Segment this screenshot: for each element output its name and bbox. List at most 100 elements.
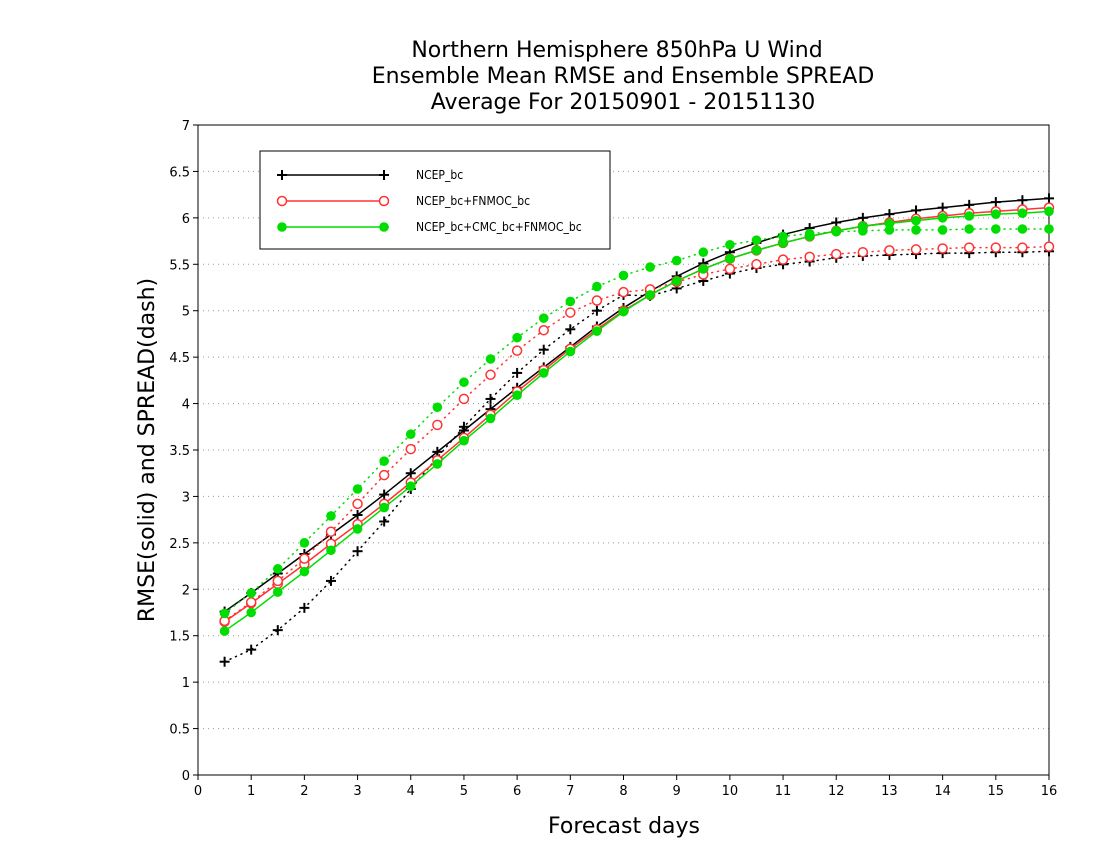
rmse-point <box>405 481 416 492</box>
spread-point <box>299 553 310 564</box>
spread-point <box>857 246 869 258</box>
spread-point <box>272 625 283 636</box>
rmse-point <box>379 502 389 513</box>
rmse-point <box>937 213 948 223</box>
rmse-point <box>219 626 230 636</box>
legend-marker-left <box>276 195 288 207</box>
series-1-spread-line <box>223 245 1050 622</box>
series-0-spread-line <box>223 250 1050 663</box>
rmse-point <box>618 306 629 317</box>
y-tick-label: 4.5 <box>169 351 190 366</box>
legend-label-0: NCEP_bc <box>416 168 463 182</box>
x-tick-label: 11 <box>775 784 792 799</box>
spread-point <box>485 393 496 404</box>
spread-point <box>405 429 416 440</box>
rmse-point <box>512 390 522 401</box>
rmse-point <box>592 326 602 336</box>
y-tick-label: 1.5 <box>169 630 190 645</box>
spread-point <box>964 224 975 234</box>
y-tick-label: 2 <box>182 583 190 598</box>
spread-point <box>963 242 975 253</box>
spread-point <box>458 421 469 432</box>
x-tick-label: 4 <box>407 784 415 799</box>
rmse-point <box>459 435 469 446</box>
spread-point <box>379 456 389 466</box>
rmse-point <box>272 587 283 597</box>
spread-point <box>219 608 230 619</box>
spread-point <box>538 324 549 336</box>
spread-point <box>379 516 390 527</box>
spread-point <box>671 255 682 266</box>
legend-label-2: NCEP_bc+CMC_bc+FNMOC_bc <box>416 220 582 234</box>
spread-point <box>565 296 576 307</box>
spread-point <box>245 597 257 608</box>
y-tick-label: 0 <box>182 769 190 784</box>
rmse-point <box>326 545 336 556</box>
y-tick-label: 3.5 <box>169 444 190 459</box>
series-1-rmse-line <box>224 206 1050 623</box>
spread-point <box>352 498 363 510</box>
x-tick-label: 3 <box>353 784 361 799</box>
spread-point <box>645 262 655 272</box>
spread-point <box>326 511 336 521</box>
chart-title-line-3: Average For 20150901 - 20151130 <box>431 90 816 115</box>
spread-point <box>511 345 523 356</box>
spread-point <box>458 393 470 405</box>
y-axis-ticks: 0 0.5 1 1.5 2 2.5 3 3.5 4 4.5 5 5.5 6 6.5 7 <box>169 119 198 784</box>
spread-point <box>1017 242 1028 253</box>
x-tick-label: 2 <box>300 784 308 799</box>
legend: NCEP_bc NCEP_bc+FNMOC_bc NCEP_bc+CMC_bc+FN… <box>259 150 611 250</box>
rmse-point <box>671 276 682 286</box>
series-2-spread-line <box>223 228 1050 615</box>
legend-marker-right <box>379 222 389 232</box>
y-axis-title: RMSE(solid) and SPREAD(dash) <box>135 278 160 622</box>
spread-point <box>910 244 922 255</box>
rmse-point <box>990 197 1001 208</box>
series-0-rmse-line <box>224 197 1050 613</box>
spread-point <box>272 564 283 574</box>
x-tick-label: 16 <box>1041 784 1058 799</box>
spread-point <box>991 224 1001 234</box>
spread-point <box>538 344 549 355</box>
spread-point <box>937 225 948 235</box>
spread-point <box>751 235 762 245</box>
spread-point <box>378 469 390 481</box>
rmse-point <box>379 489 390 500</box>
spread-point <box>485 369 496 381</box>
legend-marker-right <box>379 170 389 180</box>
chart-title-line-2: Ensemble Mean RMSE and Ensemble SPREAD <box>372 64 875 89</box>
rmse-point <box>645 290 655 300</box>
spread-point <box>459 377 469 388</box>
spread-point <box>299 538 310 548</box>
spread-point <box>1043 241 1055 252</box>
y-tick-label: 3 <box>182 490 190 505</box>
spread-point <box>1044 224 1054 234</box>
x-tick-label: 12 <box>828 784 845 799</box>
rmse-point <box>964 211 975 221</box>
gridlines <box>198 170 1049 730</box>
x-tick-label: 5 <box>460 784 468 799</box>
x-tick-label: 6 <box>513 784 521 799</box>
spread-point <box>538 313 549 323</box>
spread-point <box>565 307 576 318</box>
spread-point <box>299 602 310 613</box>
x-tick-label: 1 <box>247 784 255 799</box>
spread-point <box>352 546 363 557</box>
rmse-point <box>911 215 921 226</box>
spread-point <box>565 324 576 335</box>
rmse-point <box>698 264 709 274</box>
spread-point <box>246 588 256 598</box>
legend-marker-left <box>277 222 287 232</box>
series-layer <box>219 193 1055 667</box>
spread-point <box>1017 224 1028 234</box>
spread-point <box>884 245 895 256</box>
y-tick-label: 4 <box>182 398 190 413</box>
spread-point <box>884 225 895 235</box>
spread-point <box>804 251 815 263</box>
rmse-point <box>352 510 363 520</box>
chart-title-line-1: Northern Hemisphere 850hPa U Wind <box>411 38 822 63</box>
rmse-point <box>352 524 363 534</box>
y-tick-label: 6 <box>182 212 190 227</box>
spread-point <box>432 402 443 413</box>
